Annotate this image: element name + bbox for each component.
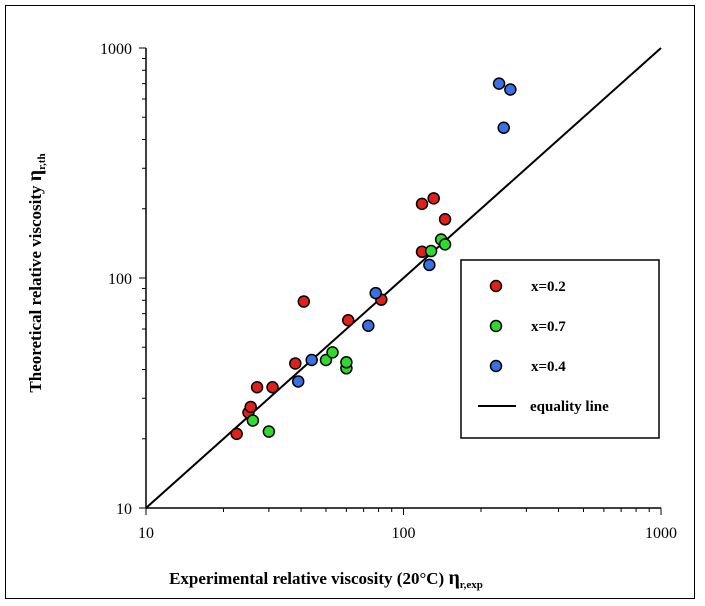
data-point [263,426,274,437]
legend-label-x04: x=0.4 [531,359,566,375]
legend-marker-x02 [491,281,502,292]
data-point [343,315,354,326]
y-tick-label: 1000 [100,41,132,58]
data-point [245,401,256,412]
data-point [298,296,309,307]
y-tick-label: 10 [116,501,132,518]
data-point [341,357,352,368]
data-point [417,198,428,209]
data-point [306,355,317,366]
legend-label-equality: equality line [530,399,609,415]
x-tick-label: 100 [392,525,416,542]
data-point [247,415,258,426]
y-axis-title: Theoretical relative viscosity ηr,th [24,153,48,392]
legend-label-x07: x=0.7 [531,319,566,335]
data-point [267,382,278,393]
data-point [290,358,301,369]
legend-marker-x04 [491,361,502,372]
x-axis-title: Experimental relative viscosity (20°C) η… [169,567,483,591]
y-tick-label: 100 [108,271,132,288]
data-point [440,239,451,250]
legend: x=0.2 x=0.7 x=0.4 equality line [461,260,659,438]
x-tick-label: 10 [138,525,154,542]
legend-marker-x07 [491,321,502,332]
data-point [252,382,263,393]
data-point [440,214,451,225]
data-point [370,288,381,299]
data-point [293,376,304,387]
chart: 10 100 1000 10 100 1000 Experimental relative… [6,6,694,598]
data-point [428,193,439,204]
data-point [494,78,505,89]
chart-frame: 10 100 1000 10 100 1000 Experimental relative… [5,5,695,599]
data-point [505,84,516,95]
data-point [498,122,509,133]
data-point [424,259,435,270]
data-point [327,347,338,358]
x-tick-label: 1000 [645,525,677,542]
data-point [231,428,242,439]
data-point [363,320,374,331]
legend-label-x02: x=0.2 [531,279,566,295]
data-point [426,246,437,257]
